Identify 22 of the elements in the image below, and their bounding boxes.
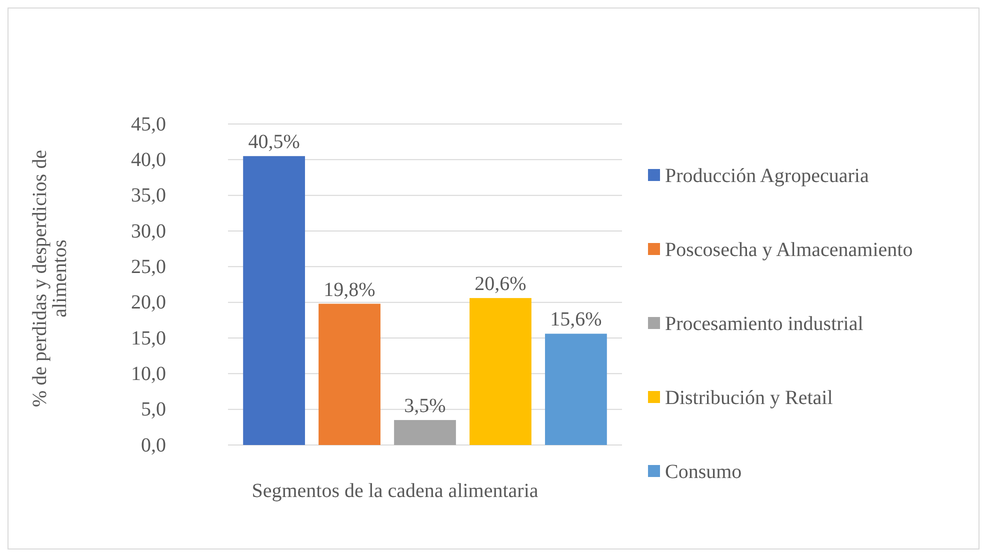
y-tick-label: 5,0 [141, 398, 166, 421]
y-tick-label: 0,0 [141, 434, 166, 456]
y-tick-label: 35,0 [131, 184, 166, 207]
y-tick-label: 25,0 [131, 256, 166, 278]
y-tick-label: 15,0 [131, 327, 166, 350]
legend-label: Distribución y Retail [665, 387, 834, 409]
legend-label: Consumo [665, 461, 742, 483]
data-label: 3,5% [404, 395, 446, 418]
y-tick-label: 30,0 [131, 220, 166, 242]
x-axis-title: Segmentos de la cadena alimentaria [252, 480, 538, 502]
data-label: 20,6% [474, 273, 526, 296]
legend-label: Producción Agropecuaria [665, 165, 869, 187]
data-label: 19,8% [324, 278, 376, 301]
legend-label: Poscosecha y Almacenamiento [665, 239, 913, 261]
data-label: 40,5% [248, 131, 300, 154]
y-tick-label: 40,0 [131, 149, 166, 172]
y-tick-label: 20,0 [131, 292, 166, 314]
y-tick-label: 45,0 [131, 113, 166, 136]
data-label: 15,6% [550, 308, 602, 331]
y-axis-title: % de perdidas y desperdicios de alimentos [29, 150, 71, 408]
legend-label: Procesamiento industrial [665, 313, 864, 335]
y-tick-label: 10,0 [131, 363, 166, 386]
